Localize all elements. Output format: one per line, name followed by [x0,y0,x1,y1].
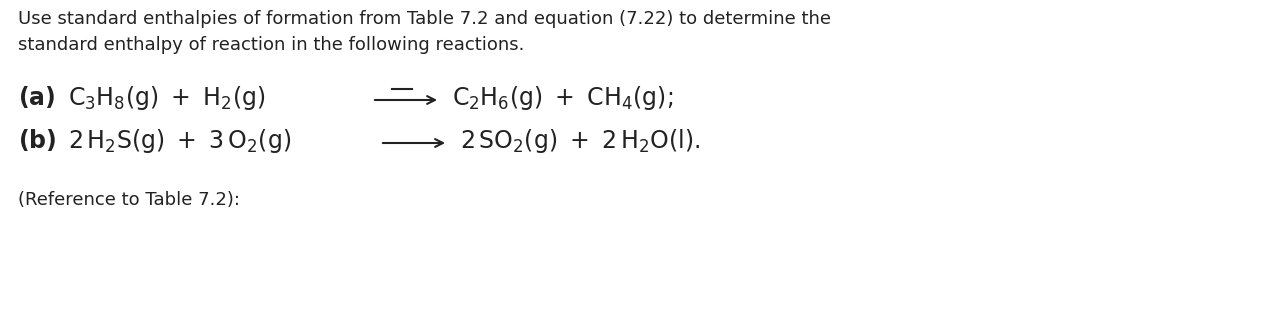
Text: $\mathbf{(b)}$: $\mathbf{(b)}$ [18,127,56,153]
Text: standard enthalpy of reaction in the following reactions.: standard enthalpy of reaction in the fol… [18,36,524,54]
Text: $\mathrm{2\,SO_2(g)\ +\ 2\,H_2O(l).}$: $\mathrm{2\,SO_2(g)\ +\ 2\,H_2O(l).}$ [460,127,700,155]
Text: $\mathrm{C_3H_8(g)\ +\ H_2(g)}$: $\mathrm{C_3H_8(g)\ +\ H_2(g)}$ [68,84,265,112]
Text: $\mathrm{2\,H_2S(g)\ +\ 3\,O_2(g)}$: $\mathrm{2\,H_2S(g)\ +\ 3\,O_2(g)}$ [68,127,291,155]
Text: $\mathbf{(a)}$: $\mathbf{(a)}$ [18,84,55,110]
Text: $\mathrm{C_2H_6(g)\ +\ CH_4(g);}$: $\mathrm{C_2H_6(g)\ +\ CH_4(g);}$ [453,84,673,112]
Text: Use standard enthalpies of formation from Table 7.2 and equation (7.22) to deter: Use standard enthalpies of formation fro… [18,10,831,28]
Text: (Reference to Table 7.2):: (Reference to Table 7.2): [18,191,240,209]
